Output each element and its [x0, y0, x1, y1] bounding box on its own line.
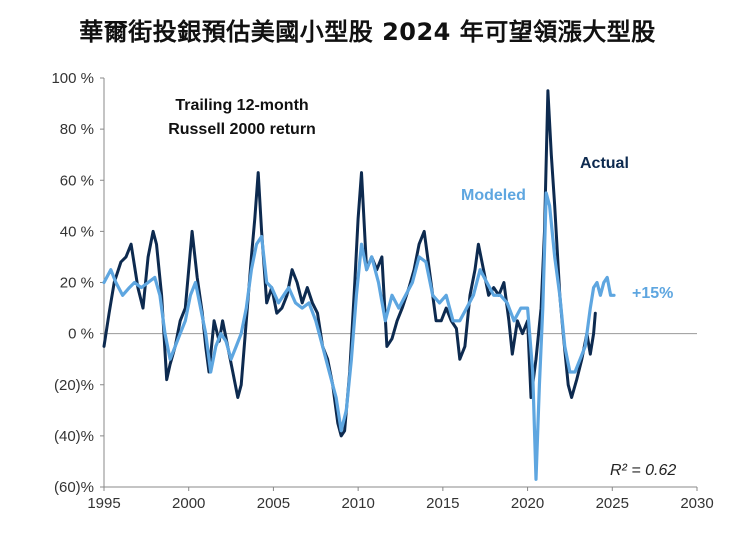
series-line-actual	[102, 89, 597, 438]
y-tick-label: 100 %	[51, 70, 94, 87]
x-tick-label: 1995	[87, 495, 120, 512]
y-tick-label: (60)%	[54, 479, 94, 496]
chart-annotations: Trailing 12-month Russell 2000 return Ac…	[168, 97, 676, 479]
y-tick-label: 0 %	[68, 326, 94, 343]
chart-title-line-1: Trailing 12-month	[175, 97, 308, 114]
legend-label-actual: Actual	[580, 155, 629, 172]
series-line-modeled	[102, 191, 616, 481]
y-tick-label: 60 %	[60, 172, 94, 189]
chart-tick-labels: 100 % 80 % 60 % 40 % 20 % 0 % (20)% (40)% (60)%1…	[51, 70, 713, 512]
x-tick-label: 2000	[172, 495, 205, 512]
x-tick-label: 2030	[680, 495, 713, 512]
x-tick-label: 2010	[341, 495, 374, 512]
x-tick-label: 2015	[426, 495, 459, 512]
y-tick-label: 80 %	[60, 121, 94, 138]
legend-label-modeled: Modeled	[461, 187, 526, 204]
modeled-end-value-label: +15%	[632, 285, 673, 302]
y-tick-label: (20)%	[54, 377, 94, 394]
r-squared-label: R² = 0.62	[610, 462, 676, 479]
x-tick-label: 2025	[596, 495, 629, 512]
chart-title-line-2: Russell 2000 return	[168, 121, 316, 138]
x-tick-label: 2005	[257, 495, 290, 512]
x-tick-label: 2020	[511, 495, 544, 512]
page-title: 華爾街投銀預估美國小型股 2024 年可望領漲大型股	[79, 18, 656, 46]
y-tick-label: 20 %	[60, 275, 94, 292]
chart-series-lines	[102, 89, 616, 481]
y-tick-label: (40)%	[54, 428, 94, 445]
y-tick-label: 40 %	[60, 223, 94, 240]
chart-axes	[100, 77, 698, 491]
